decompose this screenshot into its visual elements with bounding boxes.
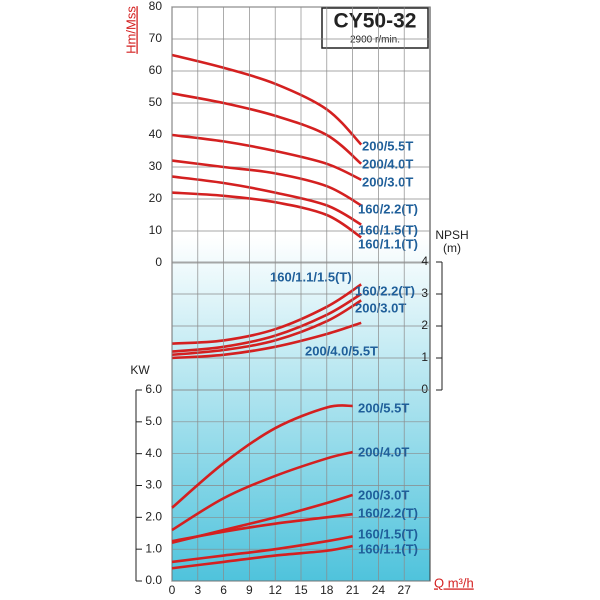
curve-label: 200/5.5T bbox=[358, 400, 409, 415]
curve-label: 160/1.1(T) bbox=[358, 236, 418, 251]
curve-label: 200/4.0/5.5T bbox=[305, 343, 378, 358]
curve-label: 160/2.2(T) bbox=[355, 283, 415, 298]
y-tick-label: 50 bbox=[149, 95, 163, 109]
y-tick-label: 20 bbox=[149, 191, 163, 205]
y-axis-label: KW bbox=[130, 363, 150, 377]
y-tick-label: 1.0 bbox=[145, 541, 162, 555]
y2-axis-label: NPSH bbox=[435, 228, 468, 242]
x-tick-label: 3 bbox=[194, 583, 201, 597]
y2-tick-label: 1 bbox=[421, 350, 428, 364]
curve bbox=[171, 450, 353, 532]
y-tick-label: 80 bbox=[149, 0, 163, 13]
y-tick-label: 10 bbox=[149, 223, 163, 237]
x-tick-label: 24 bbox=[372, 583, 386, 597]
chart-subtitle: 2900 r/min. bbox=[350, 35, 400, 46]
curve-label: 160/1.1/1.5(T) bbox=[270, 269, 352, 284]
y-tick-label: 0 bbox=[155, 255, 162, 269]
y-tick-label: 5.0 bbox=[145, 414, 162, 428]
y2-tick-label: 3 bbox=[421, 286, 428, 300]
curve-label: 160/2.2(T) bbox=[358, 505, 418, 520]
curve bbox=[171, 404, 353, 509]
x-tick-label: 0 bbox=[169, 583, 176, 597]
curve-label: 200/3.0T bbox=[358, 487, 409, 502]
y-axis-label: Hm/Mss bbox=[123, 6, 138, 54]
x-tick-label: 21 bbox=[346, 583, 360, 597]
x-tick-label: 27 bbox=[398, 583, 412, 597]
curve bbox=[171, 512, 353, 543]
curve-label: 200/4.0T bbox=[358, 444, 409, 459]
chart-title: CY50-32 bbox=[334, 10, 417, 33]
y-tick-label: 2.0 bbox=[145, 510, 162, 524]
curve-label: 160/1.5(T) bbox=[358, 222, 418, 237]
curve-label: 200/4.0T bbox=[362, 156, 413, 171]
y2-tick-label: 2 bbox=[421, 318, 428, 332]
y2-tick-label: 0 bbox=[421, 382, 428, 396]
x-tick-label: 18 bbox=[320, 583, 334, 597]
y-tick-label: 60 bbox=[149, 63, 163, 77]
curve-label: 200/3.0T bbox=[362, 174, 413, 189]
title-box bbox=[321, 7, 429, 49]
y-tick-label: 40 bbox=[149, 127, 163, 141]
x-tick-label: 15 bbox=[294, 583, 308, 597]
curve-label: 160/1.5(T) bbox=[358, 526, 418, 541]
curve-label: 200/3.0T bbox=[355, 300, 406, 315]
curve bbox=[171, 535, 353, 564]
y2-tick-label: 4 bbox=[421, 254, 428, 268]
curve-label: 200/5.5T bbox=[362, 138, 413, 153]
x-tick-label: 6 bbox=[220, 583, 227, 597]
curve-label: 160/1.1(T) bbox=[358, 541, 418, 556]
y-tick-label: 3.0 bbox=[145, 478, 162, 492]
y-tick-label: 70 bbox=[149, 31, 163, 45]
curve bbox=[171, 544, 353, 570]
y-tick-label: 0.0 bbox=[145, 573, 162, 587]
x-tick-label: 9 bbox=[246, 583, 253, 597]
x-tick-label: 12 bbox=[269, 583, 283, 597]
y2-axis-unit: (m) bbox=[443, 241, 461, 255]
curve-label: 160/2.2(T) bbox=[358, 201, 418, 216]
x-axis-label: Q m³/h bbox=[434, 575, 474, 590]
y-tick-label: 4.0 bbox=[145, 446, 162, 460]
y-tick-label: 6.0 bbox=[145, 382, 162, 396]
y-tick-label: 30 bbox=[149, 159, 163, 173]
